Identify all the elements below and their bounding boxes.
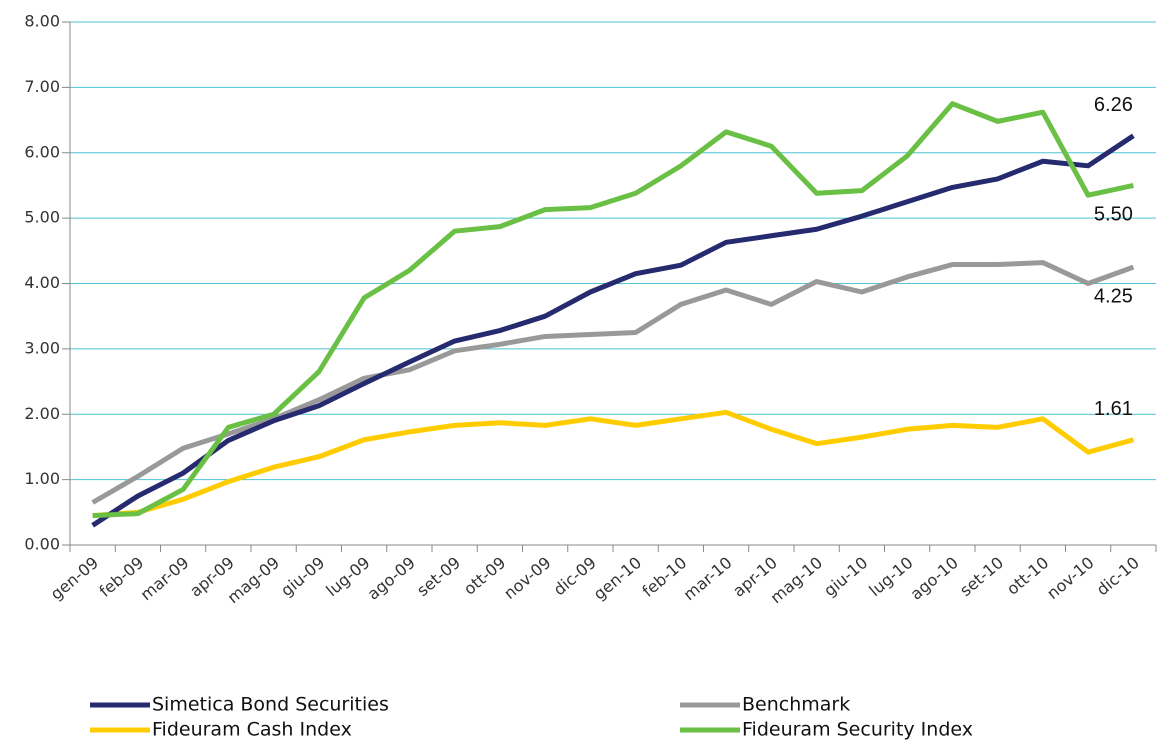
y-tick-label: 7.00 bbox=[24, 77, 60, 96]
x-tick-label: gen-09 bbox=[47, 553, 102, 604]
legend-label: Benchmark bbox=[742, 694, 850, 716]
series-line bbox=[92, 409, 1135, 519]
legend-label: Fideuram Cash Index bbox=[152, 719, 352, 741]
y-tick-label: 5.00 bbox=[24, 208, 60, 227]
x-tick-label: mar-10 bbox=[680, 553, 736, 604]
series-line bbox=[91, 260, 1135, 505]
x-tick-label: mag-10 bbox=[767, 553, 826, 607]
y-tick-label: 8.00 bbox=[24, 12, 60, 31]
x-tick-label: set-10 bbox=[956, 553, 1007, 600]
series-line bbox=[91, 133, 1135, 528]
legend-label: Fideuram Security Index bbox=[742, 719, 973, 741]
y-tick-label: 6.00 bbox=[24, 142, 60, 161]
x-tick-label: gen-10 bbox=[590, 553, 645, 604]
y-tick-label: 4.00 bbox=[24, 273, 60, 292]
data-label: 5.50 bbox=[1094, 204, 1133, 226]
data-label: 1.61 bbox=[1094, 398, 1133, 420]
x-tick-label: nov-10 bbox=[1043, 553, 1097, 603]
legend-label: Simetica Bond Securities bbox=[152, 694, 389, 716]
x-tick-label: nov-09 bbox=[500, 553, 554, 603]
data-label: 6.26 bbox=[1094, 94, 1133, 116]
y-tick-label: 2.00 bbox=[24, 404, 60, 423]
x-tick-label: ago-09 bbox=[364, 553, 419, 604]
x-tick-label: mag-09 bbox=[224, 553, 283, 607]
x-tick-label: mar-09 bbox=[137, 553, 193, 604]
data-label: 4.25 bbox=[1094, 285, 1133, 307]
x-tick-label: ago-10 bbox=[907, 553, 962, 604]
y-tick-label: 0.00 bbox=[24, 535, 60, 554]
series-line bbox=[92, 101, 1134, 519]
x-tick-label: dic-10 bbox=[1093, 553, 1143, 599]
x-tick-label: giu-10 bbox=[820, 553, 871, 600]
y-tick-label: 3.00 bbox=[24, 338, 60, 357]
x-tick-label: set-09 bbox=[413, 553, 464, 600]
y-tick-label: 1.00 bbox=[24, 469, 60, 488]
x-tick-label: giu-09 bbox=[277, 553, 328, 600]
